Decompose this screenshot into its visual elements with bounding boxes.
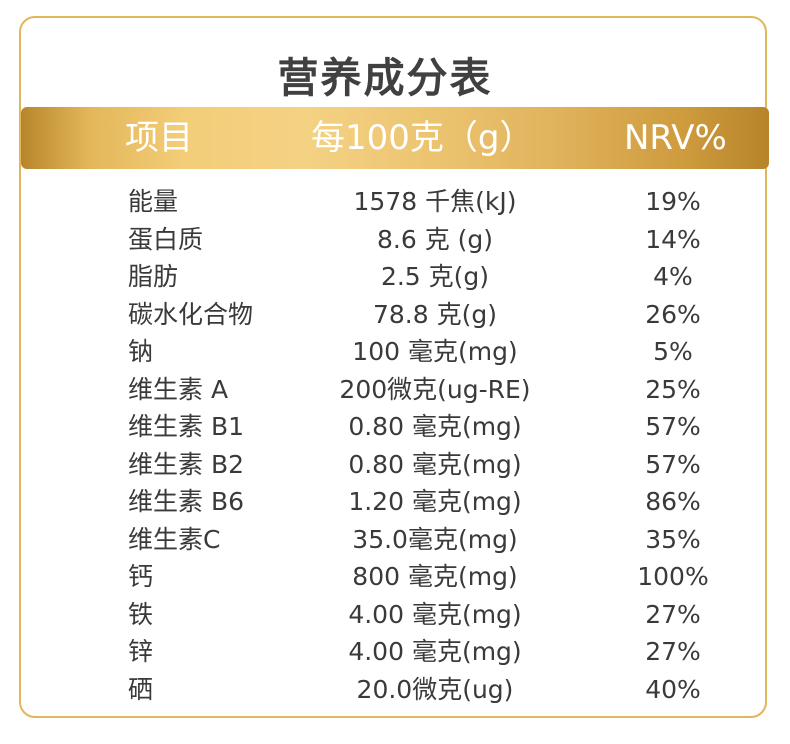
nutrient-amount: 0.80 毫克(mg)	[348, 449, 522, 479]
nutrient-nrv: 4%	[653, 262, 693, 291]
table-row: 脂肪 2.5 克(g) 4%	[0, 258, 790, 296]
nutrient-nrv: 27%	[645, 637, 701, 666]
nutrient-amount: 1.20 毫克(mg)	[348, 487, 522, 516]
nutrient-nrv: 86%	[645, 487, 701, 516]
nutrient-name: 钠	[128, 337, 154, 366]
nutrient-nrv: 40%	[645, 674, 701, 704]
nutrient-name: 维生素 A	[128, 374, 229, 404]
nutrient-nrv: 5%	[653, 337, 693, 366]
table-row: 硒 20.0微克(ug) 40%	[0, 671, 790, 709]
nutrient-name: 蛋白质	[128, 224, 204, 254]
table-header: 项目 每100克（g） NRV%	[21, 107, 769, 169]
nutrient-nrv: 25%	[645, 374, 701, 404]
nutrient-name: 能量	[128, 187, 179, 216]
nutrient-name: 维生素C	[128, 524, 221, 554]
nutrient-name: 维生素 B6	[128, 487, 245, 516]
table-row: 维生素C 35.0毫克(mg) 35%	[0, 521, 790, 559]
header-nrv: NRV%	[624, 118, 727, 158]
nutrient-amount: 78.8 克(g)	[373, 299, 497, 329]
nutrient-amount: 4.00 毫克(mg)	[348, 599, 522, 629]
table-body: 能量 1578 千焦(kJ) 19% 蛋白质 8.6 克 (g) 14% 脂肪 …	[0, 183, 790, 708]
nutrient-amount: 20.0微克(ug)	[356, 674, 514, 704]
nutrient-amount: 200微克(ug-RE)	[339, 374, 531, 404]
nutrient-name: 脂肪	[128, 262, 179, 291]
nutrient-nrv: 27%	[645, 599, 701, 629]
nutrient-nrv: 100%	[637, 562, 709, 591]
nutrient-amount: 1578 千焦(kJ)	[353, 187, 517, 216]
nutrient-name: 维生素 B2	[128, 449, 245, 479]
nutrient-nrv: 26%	[645, 299, 701, 329]
nutrient-amount: 35.0毫克(mg)	[352, 524, 518, 554]
table-row: 维生素 B1 0.80 毫克(mg) 57%	[0, 408, 790, 446]
nutrient-nrv: 35%	[645, 524, 701, 554]
table-row: 能量 1578 千焦(kJ) 19%	[0, 183, 790, 221]
nutrient-name: 硒	[128, 674, 154, 704]
table-row: 维生素 A 200微克(ug-RE) 25%	[0, 371, 790, 409]
table-row: 蛋白质 8.6 克 (g) 14%	[0, 221, 790, 259]
nutrient-name: 锌	[128, 637, 154, 666]
nutrient-name: 铁	[128, 599, 154, 629]
table-row: 钙 800 毫克(mg) 100%	[0, 558, 790, 596]
nutrient-amount: 100 毫克(mg)	[352, 337, 518, 366]
nutrient-nrv: 57%	[645, 412, 701, 441]
table-row: 碳水化合物 78.8 克(g) 26%	[0, 296, 790, 334]
nutrient-nrv: 19%	[645, 187, 701, 216]
nutrient-name: 碳水化合物	[128, 299, 254, 329]
nutrient-amount: 800 毫克(mg)	[352, 562, 518, 591]
table-title: 营养成分表	[277, 54, 493, 102]
header-per-100g: 每100克（g）	[311, 118, 534, 158]
table-row: 钠 100 毫克(mg) 5%	[0, 333, 790, 371]
nutrient-amount: 4.00 毫克(mg)	[348, 637, 522, 666]
nutrient-nrv: 14%	[645, 224, 701, 254]
nutrient-amount: 8.6 克 (g)	[376, 224, 494, 254]
table-row: 维生素 B6 1.20 毫克(mg) 86%	[0, 483, 790, 521]
table-row: 锌 4.00 毫克(mg) 27%	[0, 633, 790, 671]
nutrient-amount: 2.5 克(g)	[380, 262, 490, 291]
nutrient-amount: 0.80 毫克(mg)	[348, 412, 522, 441]
header-item: 项目	[125, 118, 193, 158]
nutrient-name: 钙	[128, 562, 154, 591]
nutrient-nrv: 57%	[645, 449, 701, 479]
nutrient-name: 维生素 B1	[128, 412, 245, 441]
table-row: 铁 4.00 毫克(mg) 27%	[0, 596, 790, 634]
table-row: 维生素 B2 0.80 毫克(mg) 57%	[0, 446, 790, 484]
